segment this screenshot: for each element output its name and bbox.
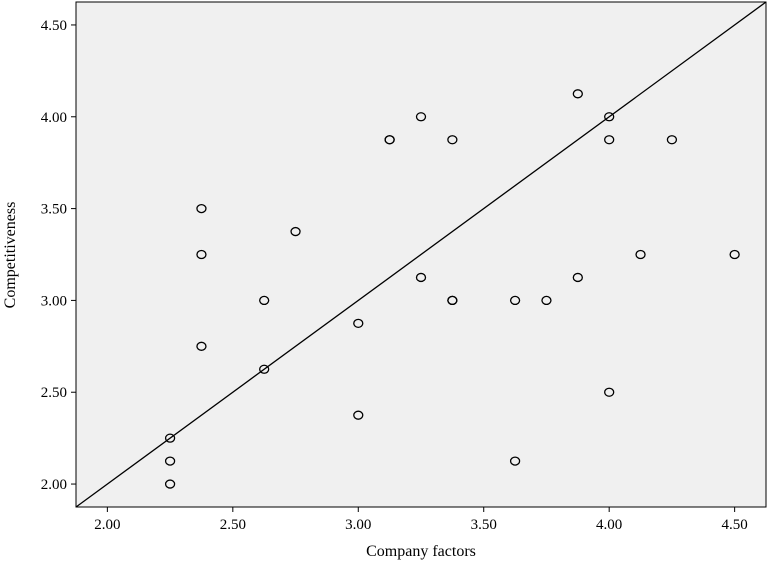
x-tick-label: 2.00 — [94, 517, 120, 533]
data-point — [290, 226, 301, 237]
x-tick-label: 4.50 — [722, 517, 748, 533]
y-tick-label: 3.50 — [41, 202, 67, 218]
data-point — [635, 249, 646, 260]
data-point — [259, 295, 270, 306]
y-tick-label: 2.50 — [41, 385, 67, 401]
data-point — [666, 135, 678, 145]
data-point — [415, 112, 427, 122]
x-axis-label: Company factors — [366, 543, 476, 560]
data-point — [164, 479, 176, 489]
y-axis-label: Competitiveness — [2, 202, 19, 309]
y-tick-label: 4.00 — [41, 110, 67, 126]
y-tick-label: 4.50 — [41, 18, 67, 34]
data-point — [572, 272, 583, 283]
data-point — [384, 135, 395, 145]
data-point — [353, 410, 364, 420]
x-tick-label: 3.00 — [345, 517, 371, 533]
data-point — [196, 203, 207, 214]
y-tick-label: 3.00 — [41, 293, 67, 309]
data-point — [541, 295, 552, 306]
data-point — [196, 249, 207, 260]
data-point — [259, 364, 270, 374]
plot-frame — [75, 1, 767, 508]
data-point — [604, 387, 615, 397]
data-point — [509, 295, 521, 306]
data-point — [604, 135, 615, 145]
x-tick-label: 2.50 — [220, 517, 246, 533]
data-point — [196, 341, 207, 351]
data-point — [164, 433, 176, 443]
reference-line — [76, 2, 766, 507]
x-tick-label: 4.00 — [596, 517, 622, 533]
data-point — [353, 318, 364, 329]
data-point — [415, 272, 427, 283]
data-point — [572, 89, 583, 99]
data-point — [729, 249, 740, 260]
data-point — [604, 112, 615, 122]
data-point — [447, 295, 458, 306]
data-point — [447, 135, 458, 145]
data-point — [509, 456, 521, 466]
y-tick-label: 2.00 — [41, 477, 67, 493]
x-tick-label: 3.50 — [471, 517, 497, 533]
data-point — [164, 456, 176, 466]
